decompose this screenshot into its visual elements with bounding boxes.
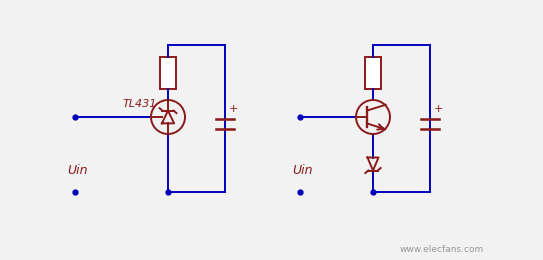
Text: Uin: Uin bbox=[292, 164, 313, 177]
Bar bbox=[365, 56, 381, 88]
Text: Uin: Uin bbox=[67, 164, 87, 177]
Text: www.elecfans.com: www.elecfans.com bbox=[400, 245, 484, 254]
Bar bbox=[160, 56, 176, 88]
Text: +: + bbox=[229, 105, 238, 114]
Text: TL431: TL431 bbox=[123, 99, 157, 109]
Text: +: + bbox=[434, 105, 444, 114]
